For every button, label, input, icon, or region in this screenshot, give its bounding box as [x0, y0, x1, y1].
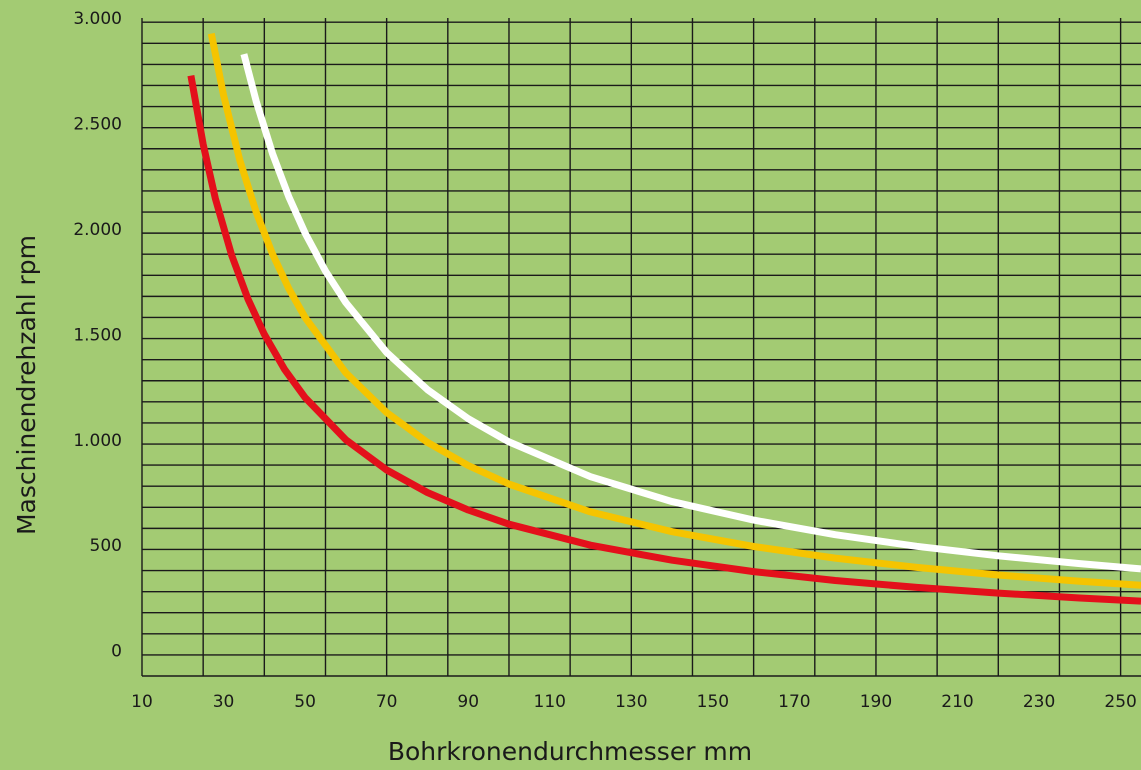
y-tick-label: 500: [90, 536, 122, 556]
x-tick-label: 30: [213, 692, 235, 712]
series-line-2: [207, 32, 1141, 589]
series-line-1: [187, 74, 1141, 605]
y-axis-title: Maschinendrehzahl rpm: [12, 235, 41, 535]
x-tick-label: 250: [1104, 692, 1136, 712]
x-tick-label: 190: [860, 692, 892, 712]
y-tick-label: 1.000: [73, 431, 122, 451]
x-axis-title: Bohrkronendurchmesser mm: [388, 737, 752, 766]
series-layer: [187, 32, 1141, 605]
x-tick-label: 210: [941, 692, 973, 712]
x-tick-label: 110: [534, 692, 566, 712]
tick-labels: 10 30 50 70 90 110 130 150 170 190 210 230 250 0 500 1.…: [73, 9, 1137, 712]
x-tick-label: 10: [131, 692, 153, 712]
y-tick-label: 3.000: [73, 9, 122, 29]
y-tick-label: 2.000: [73, 220, 122, 240]
y-tick-label: 2.500: [73, 114, 122, 134]
x-tick-label: 230: [1023, 692, 1055, 712]
grid: [141, 18, 1141, 677]
series-line-3: [240, 53, 1141, 573]
x-tick-label: 50: [294, 692, 316, 712]
y-tick-label: 0: [111, 642, 122, 662]
x-tick-label: 130: [615, 692, 647, 712]
x-tick-label: 170: [778, 692, 810, 712]
y-tick-label: 1.500: [73, 325, 122, 345]
x-tick-label: 70: [376, 692, 398, 712]
x-tick-label: 150: [697, 692, 729, 712]
x-tick-label: 90: [457, 692, 479, 712]
